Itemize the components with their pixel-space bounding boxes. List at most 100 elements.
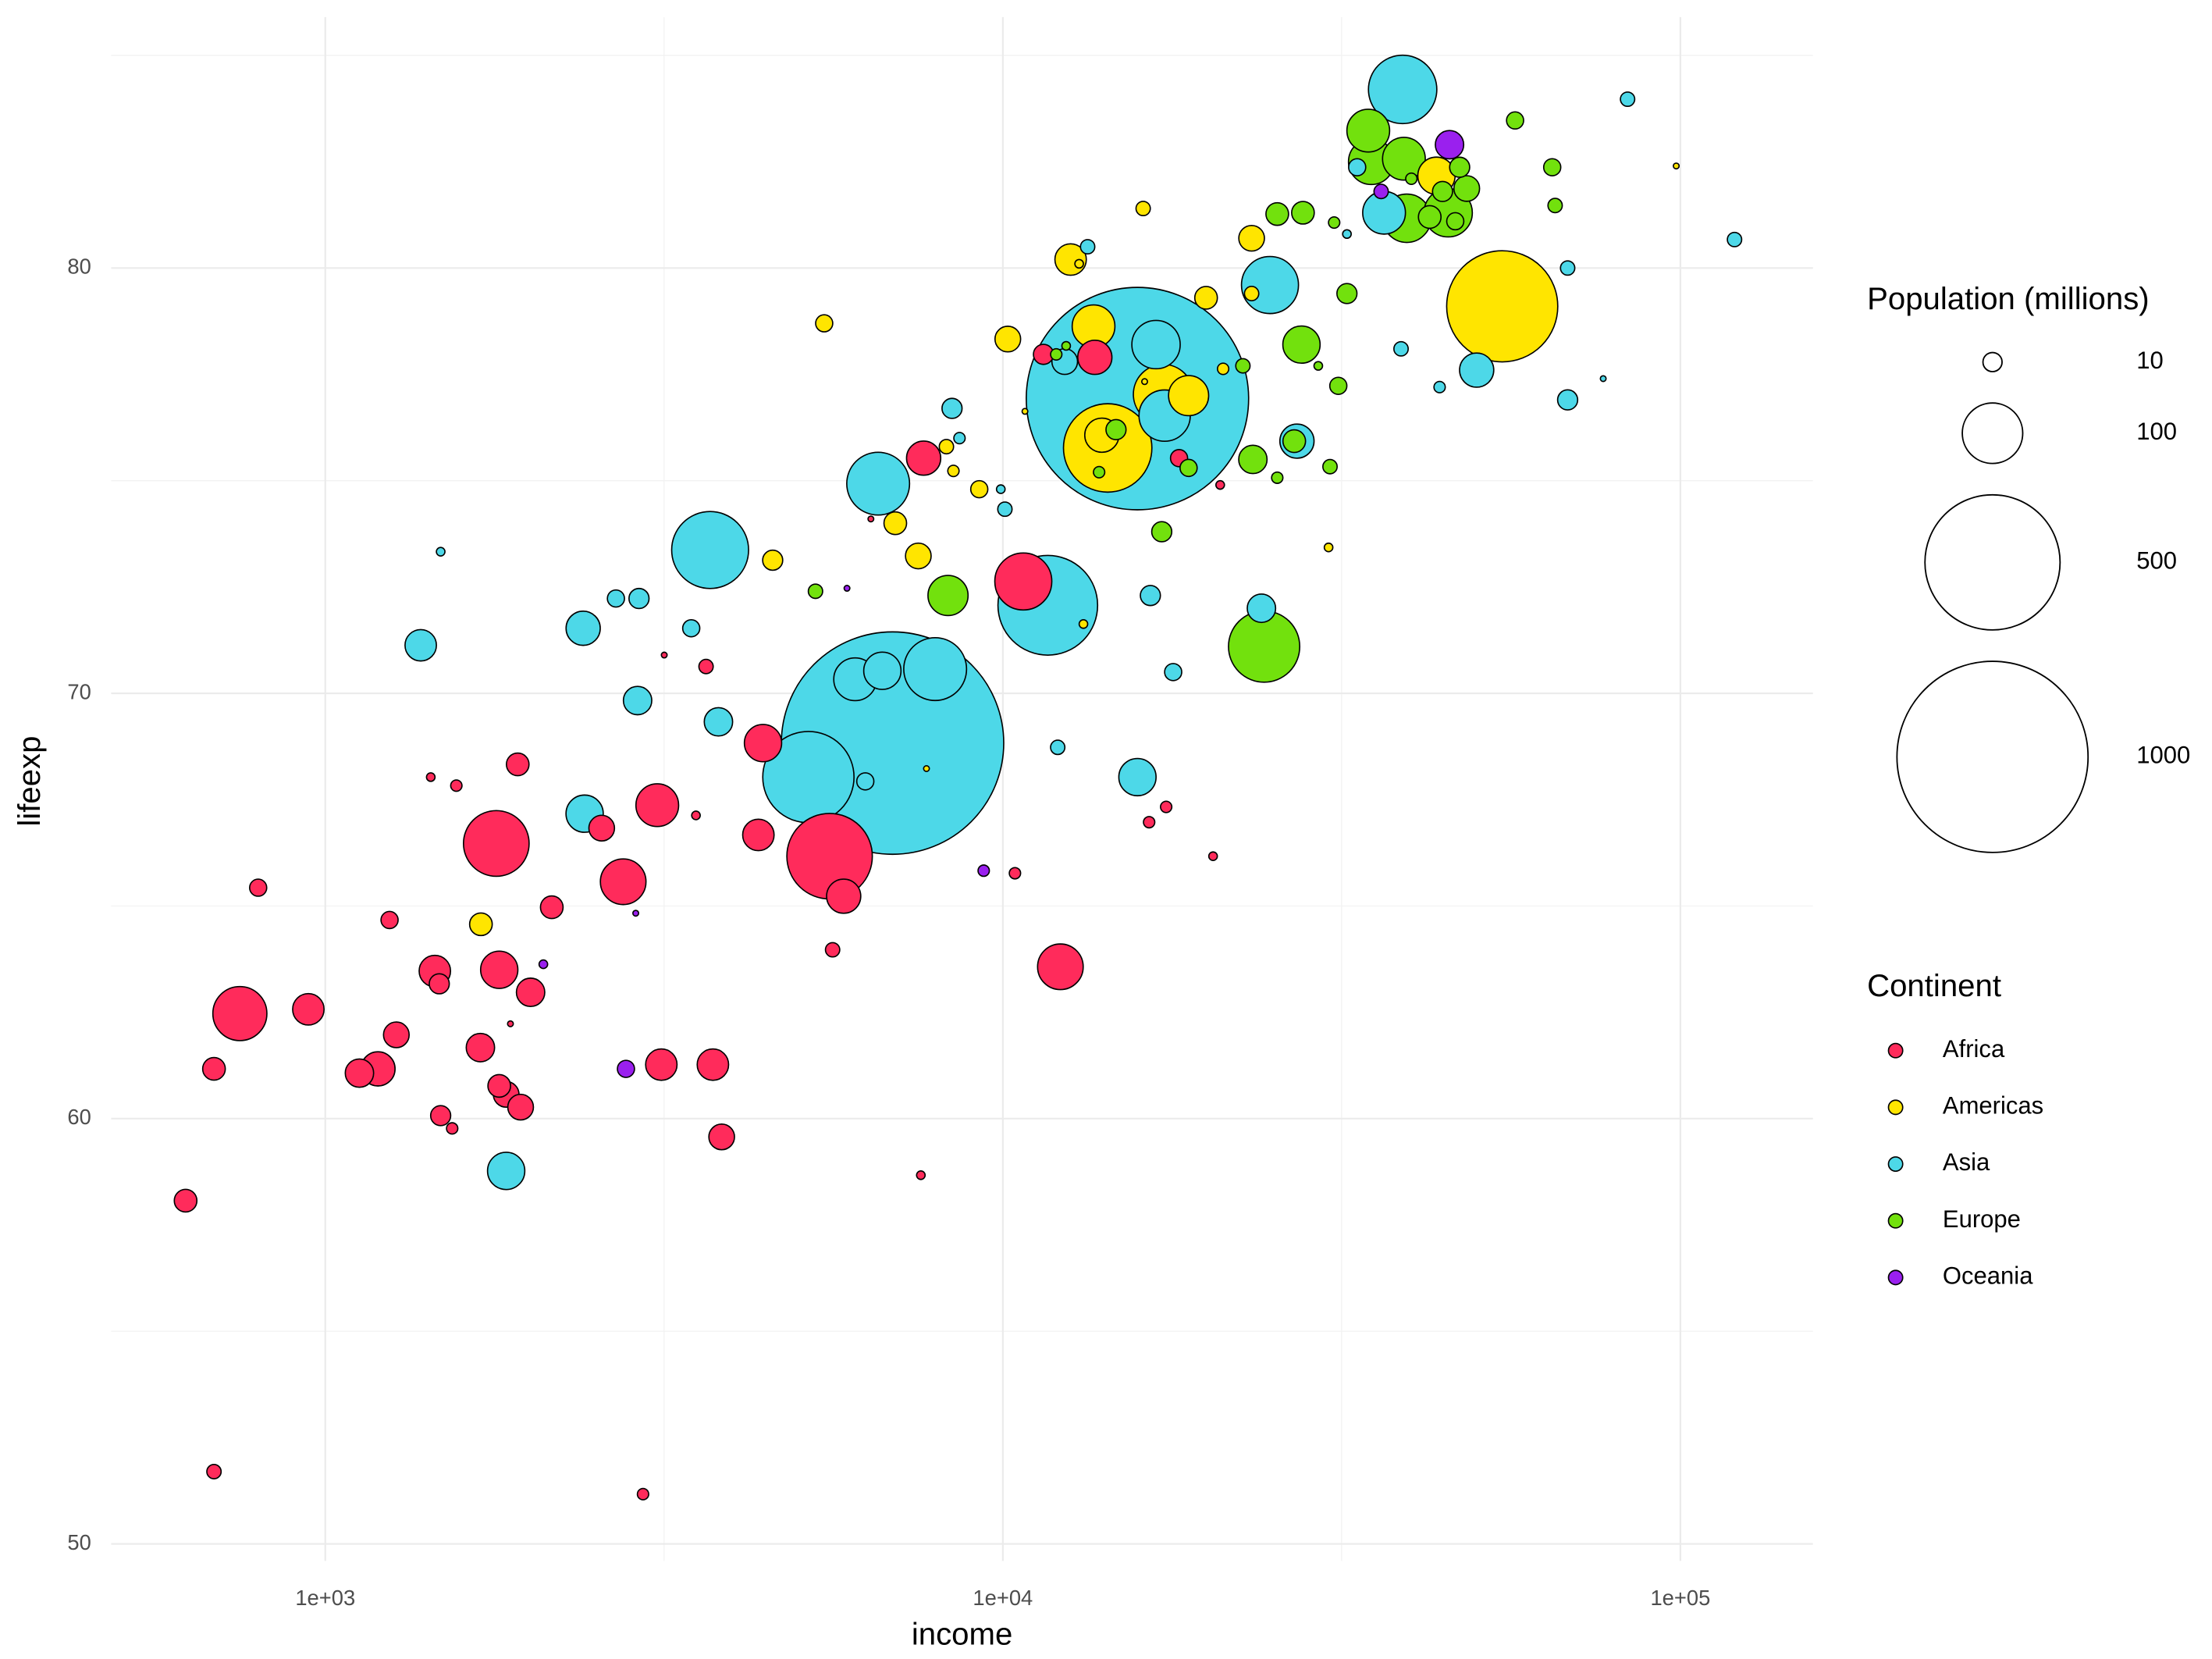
bubble — [645, 1048, 678, 1081]
color-legend-label: Oceania — [1943, 1262, 2033, 1290]
color-legend-label: Europe — [1943, 1205, 2021, 1233]
bubble — [862, 651, 902, 690]
bubble — [1078, 618, 1089, 629]
bubble — [1143, 816, 1156, 829]
bubble — [248, 878, 268, 897]
bubble — [1076, 339, 1113, 376]
y-tick-label: 70 — [67, 679, 91, 703]
bubble — [1093, 465, 1106, 479]
bubble — [953, 432, 966, 445]
bubble — [1246, 593, 1277, 624]
bubble — [1382, 137, 1426, 181]
bubble — [1079, 239, 1096, 255]
x-tick-label: 1e+03 — [295, 1586, 355, 1610]
bubble — [1373, 183, 1389, 200]
bubble — [425, 772, 436, 782]
bubble — [691, 810, 701, 821]
bubble — [628, 587, 650, 610]
bubble — [1346, 109, 1391, 153]
bubble — [1238, 224, 1265, 252]
bubble — [1214, 479, 1225, 490]
bubble — [1179, 458, 1198, 478]
bubble — [1074, 258, 1084, 269]
bubble — [1620, 91, 1636, 108]
bubble — [1265, 201, 1289, 226]
bubble — [1446, 250, 1559, 363]
legend: 10 100 500 1000 Africa Americas Asia Europe Ocea… — [1887, 347, 2190, 1290]
bubble — [1008, 867, 1022, 880]
color-legend-title: Continent — [1867, 968, 2001, 1003]
bubble — [212, 985, 268, 1041]
bubble — [1164, 663, 1182, 682]
y-tick-label: 60 — [67, 1105, 91, 1129]
bubble — [905, 542, 932, 570]
bubble — [883, 511, 908, 536]
bubble — [487, 1073, 511, 1098]
bubble — [824, 942, 841, 958]
bubble — [1673, 162, 1680, 170]
bubble — [1050, 739, 1066, 756]
bubble — [1431, 180, 1453, 202]
bubble — [404, 628, 437, 662]
bubble — [436, 546, 446, 557]
color-legend-label: Asia — [1943, 1148, 1990, 1176]
bubble — [855, 772, 875, 791]
bubble — [1328, 376, 1348, 395]
bubble — [206, 1463, 222, 1479]
y-tick-label: 80 — [67, 255, 91, 279]
bubble — [468, 912, 493, 937]
bubble — [1291, 201, 1315, 225]
bubble — [1459, 352, 1495, 388]
color-legend-key — [1887, 1042, 1904, 1059]
bubble — [1435, 130, 1465, 160]
bubble — [1348, 158, 1367, 176]
axes: 50 60 70 80 1e+03 1e+04 1e+05 — [67, 255, 1710, 1610]
bubble — [1235, 358, 1251, 374]
x-tick-label: 1e+04 — [973, 1586, 1033, 1610]
bubble — [660, 651, 668, 659]
y-tick-label: 50 — [67, 1530, 91, 1554]
x-tick-label: 1e+05 — [1650, 1586, 1710, 1610]
size-legend-label: 500 — [2136, 547, 2177, 575]
bubble — [622, 685, 653, 716]
bubble — [843, 585, 851, 593]
size-legend-label: 100 — [2136, 418, 2177, 445]
bubble — [380, 910, 399, 930]
bubble — [741, 818, 775, 852]
bubble — [903, 636, 968, 702]
bubble — [636, 1487, 649, 1501]
bubble — [1238, 444, 1268, 475]
bubble — [927, 575, 969, 617]
bubble — [995, 484, 1006, 494]
bubble — [1118, 757, 1157, 797]
bubble — [916, 1169, 926, 1180]
bubble — [1727, 231, 1743, 247]
size-legend-key — [1924, 493, 2061, 631]
bubble — [1061, 340, 1072, 351]
bubble — [344, 1058, 375, 1088]
bubble — [201, 1056, 226, 1081]
color-legend-key — [1887, 1156, 1904, 1172]
bubble — [1393, 340, 1409, 357]
bubble — [1506, 111, 1524, 130]
bubble — [505, 752, 530, 777]
bubble — [515, 977, 546, 1008]
size-legend-label: 1000 — [2136, 742, 2190, 769]
bubble — [588, 814, 616, 842]
bubble — [507, 1020, 514, 1027]
bubble — [1433, 380, 1446, 393]
bubble — [1542, 158, 1562, 176]
color-legend-key — [1887, 1212, 1904, 1229]
bubble — [1342, 229, 1352, 240]
bubble — [1271, 471, 1284, 484]
bubble — [1446, 212, 1465, 231]
bubble — [1105, 418, 1127, 440]
bubble — [1453, 175, 1481, 202]
bubble — [762, 549, 784, 571]
bubbles — [173, 54, 1743, 1501]
bubble — [632, 910, 640, 917]
bubble — [1140, 378, 1148, 386]
color-legend-key — [1887, 1269, 1904, 1286]
